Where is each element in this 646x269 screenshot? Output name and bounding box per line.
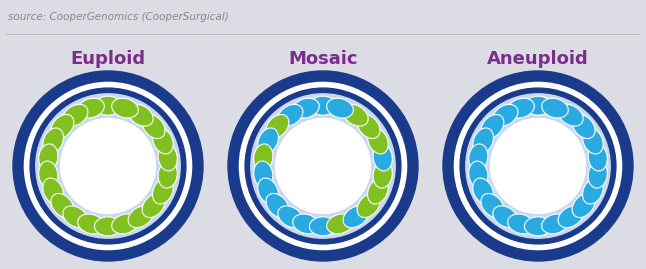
Ellipse shape — [78, 214, 104, 234]
Circle shape — [13, 71, 203, 261]
Ellipse shape — [112, 98, 138, 118]
Ellipse shape — [542, 214, 568, 234]
Ellipse shape — [572, 115, 595, 139]
Ellipse shape — [94, 217, 121, 236]
Ellipse shape — [373, 161, 392, 188]
Ellipse shape — [493, 104, 518, 126]
Ellipse shape — [327, 98, 353, 118]
Ellipse shape — [266, 115, 289, 139]
Ellipse shape — [572, 193, 595, 218]
Ellipse shape — [278, 206, 303, 228]
Ellipse shape — [152, 128, 173, 154]
Ellipse shape — [309, 217, 337, 236]
Ellipse shape — [583, 178, 603, 204]
Ellipse shape — [493, 206, 518, 228]
Ellipse shape — [508, 214, 534, 234]
Ellipse shape — [309, 96, 337, 115]
Ellipse shape — [39, 144, 58, 171]
Ellipse shape — [51, 115, 74, 139]
Ellipse shape — [266, 193, 289, 218]
Ellipse shape — [583, 128, 603, 154]
Circle shape — [251, 94, 395, 238]
Ellipse shape — [43, 128, 63, 154]
Ellipse shape — [343, 206, 368, 228]
Circle shape — [466, 94, 610, 238]
Ellipse shape — [158, 161, 177, 188]
Ellipse shape — [142, 193, 165, 218]
Circle shape — [245, 88, 401, 244]
Ellipse shape — [481, 193, 504, 218]
Ellipse shape — [51, 193, 74, 218]
Ellipse shape — [469, 161, 488, 188]
Circle shape — [30, 88, 186, 244]
Ellipse shape — [128, 206, 153, 228]
Ellipse shape — [254, 161, 273, 188]
Circle shape — [25, 82, 192, 250]
Ellipse shape — [473, 178, 494, 204]
Ellipse shape — [142, 115, 165, 139]
Ellipse shape — [94, 96, 121, 115]
Ellipse shape — [258, 128, 278, 154]
Ellipse shape — [558, 206, 583, 228]
Ellipse shape — [39, 161, 58, 188]
Ellipse shape — [63, 206, 88, 228]
Ellipse shape — [128, 104, 153, 126]
Ellipse shape — [473, 128, 494, 154]
Ellipse shape — [254, 144, 273, 171]
Circle shape — [275, 119, 371, 214]
Ellipse shape — [368, 128, 388, 154]
Ellipse shape — [588, 161, 607, 188]
Ellipse shape — [368, 178, 388, 204]
Ellipse shape — [481, 115, 504, 139]
Ellipse shape — [508, 98, 534, 118]
Circle shape — [443, 71, 633, 261]
Ellipse shape — [152, 178, 173, 204]
Ellipse shape — [327, 214, 353, 234]
Circle shape — [454, 82, 621, 250]
Ellipse shape — [293, 98, 319, 118]
Ellipse shape — [293, 214, 319, 234]
Ellipse shape — [78, 98, 104, 118]
Ellipse shape — [258, 178, 278, 204]
Circle shape — [240, 82, 406, 250]
Ellipse shape — [63, 104, 88, 126]
Circle shape — [61, 119, 156, 214]
Circle shape — [490, 119, 585, 214]
Ellipse shape — [343, 104, 368, 126]
Ellipse shape — [525, 96, 552, 115]
Ellipse shape — [357, 193, 380, 218]
Ellipse shape — [43, 178, 63, 204]
Circle shape — [460, 88, 616, 244]
Text: Euploid: Euploid — [70, 50, 145, 68]
Ellipse shape — [469, 144, 488, 171]
Circle shape — [36, 94, 180, 238]
Ellipse shape — [357, 115, 380, 139]
Ellipse shape — [558, 104, 583, 126]
Ellipse shape — [278, 104, 303, 126]
Text: Mosaic: Mosaic — [288, 50, 358, 68]
Text: Aneuploid: Aneuploid — [487, 50, 589, 68]
Ellipse shape — [112, 214, 138, 234]
Ellipse shape — [588, 144, 607, 171]
Ellipse shape — [373, 144, 392, 171]
Ellipse shape — [525, 217, 552, 236]
Text: source: CooperGenomics (CooperSurgical): source: CooperGenomics (CooperSurgical) — [8, 12, 229, 22]
Ellipse shape — [542, 98, 568, 118]
Circle shape — [228, 71, 418, 261]
Ellipse shape — [158, 144, 177, 171]
